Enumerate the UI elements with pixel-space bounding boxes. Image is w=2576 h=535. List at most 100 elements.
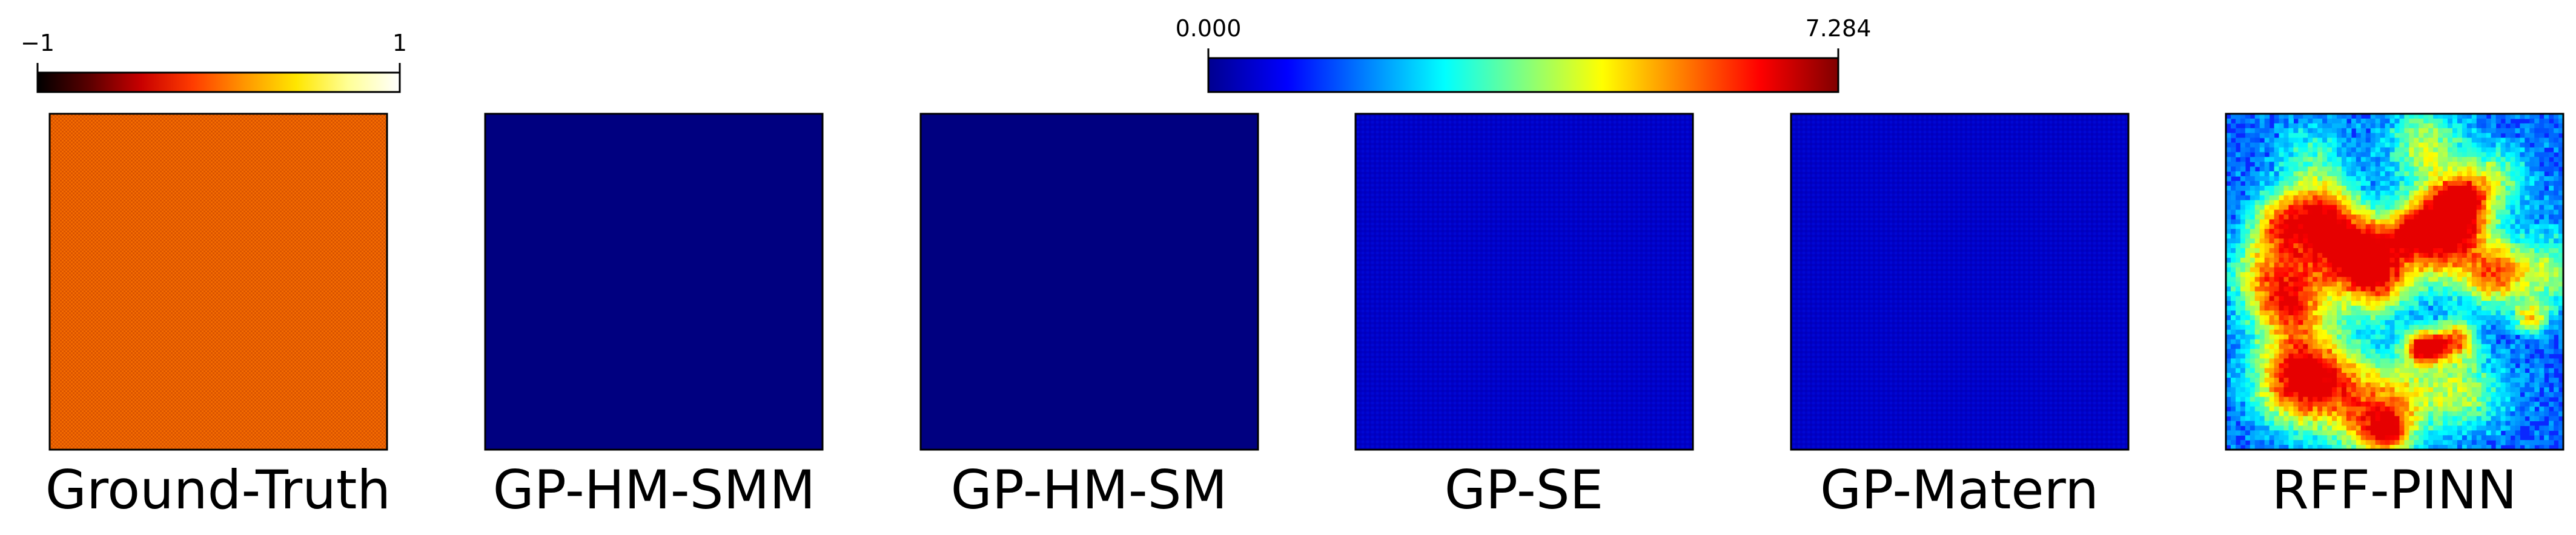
heatmap-cell	[2471, 358, 2477, 364]
heatmap-cell	[2500, 166, 2506, 172]
heatmap-cell	[2365, 430, 2371, 436]
heatmap-cell	[2375, 401, 2381, 407]
heatmap-cell	[2486, 248, 2492, 254]
heatmap-cell	[2240, 310, 2246, 316]
heatmap-cell	[2558, 435, 2564, 441]
heatmap-cell	[2443, 281, 2448, 287]
heatmap-cell	[2245, 344, 2251, 350]
heatmap-cell	[2544, 277, 2549, 283]
heatmap-cell	[2385, 195, 2391, 201]
heatmap-cell	[2414, 435, 2419, 441]
heatmap-cell	[2433, 243, 2439, 249]
heatmap-cell	[2428, 123, 2434, 129]
heatmap-cell	[2245, 133, 2251, 139]
heatmap-cell	[2288, 195, 2294, 201]
heatmap-cell	[2491, 320, 2497, 326]
heatmap-cell	[2409, 425, 2414, 431]
heatmap-cell	[2539, 378, 2545, 383]
heatmap-cell	[2254, 401, 2260, 407]
heatmap-cell	[2303, 406, 2308, 412]
heatmap-cell	[2341, 401, 2347, 407]
heatmap-cell	[2317, 152, 2323, 157]
heatmap-cell	[2254, 373, 2260, 378]
heatmap-cell	[2443, 162, 2448, 167]
heatmap-cell	[2539, 157, 2545, 162]
heatmap-cell	[2414, 128, 2419, 134]
heatmap-cell	[2495, 267, 2502, 273]
heatmap-cell	[2539, 396, 2545, 402]
heatmap-cell	[2230, 440, 2236, 445]
heatmap-cell	[2544, 349, 2549, 355]
heatmap-cell	[2235, 329, 2241, 335]
heatmap-cell	[2375, 272, 2381, 278]
heatmap-cell	[2317, 133, 2323, 139]
heatmap-cell	[2274, 152, 2280, 157]
heatmap-cell	[2554, 114, 2559, 119]
heatmap-cell	[2534, 195, 2540, 201]
heatmap-cell	[2351, 152, 2357, 157]
heatmap-cell	[2443, 416, 2448, 422]
heatmap-cell	[2351, 425, 2357, 431]
heatmap-cell	[2419, 171, 2424, 177]
heatmap-cell	[2245, 411, 2251, 417]
heatmap-cell	[2471, 162, 2477, 167]
heatmap-cell	[2235, 310, 2241, 316]
heatmap-cell	[2264, 425, 2270, 431]
heatmap-cell	[2245, 200, 2251, 206]
heatmap-cell	[2332, 324, 2337, 330]
heatmap-cell	[2254, 229, 2260, 234]
heatmap-cell	[2486, 224, 2492, 229]
heatmap-cell	[2495, 368, 2502, 373]
heatmap-cell	[2394, 162, 2400, 167]
heatmap-cell	[2245, 224, 2251, 229]
heatmap-cell	[2279, 421, 2285, 426]
heatmap-cell	[2520, 373, 2525, 378]
heatmap-cell	[2380, 363, 2386, 369]
heatmap-cell	[2327, 324, 2333, 330]
heatmap-cell	[2264, 358, 2270, 364]
heatmap-cell	[2337, 219, 2342, 225]
heatmap-cell	[2471, 224, 2477, 229]
heatmap-cell	[2452, 181, 2458, 186]
heatmap-cell	[2346, 209, 2352, 215]
heatmap-cell	[2505, 353, 2511, 359]
heatmap-cell	[2380, 406, 2386, 412]
heatmap-cell	[2423, 257, 2429, 263]
heatmap-cell	[2428, 229, 2434, 234]
heatmap-cell	[2288, 185, 2294, 191]
heatmap-cell	[2322, 209, 2328, 215]
heatmap-cell	[2245, 430, 2251, 436]
heatmap-cell	[2327, 277, 2333, 283]
heatmap-cell	[2370, 262, 2376, 268]
heatmap-cell	[2250, 133, 2256, 139]
heatmap-cell	[2558, 219, 2564, 225]
heatmap-cell	[2283, 118, 2290, 124]
heatmap-cell	[2288, 219, 2294, 225]
heatmap-cell	[2457, 272, 2463, 278]
heatmap-cell	[2481, 286, 2487, 292]
heatmap-cell	[2529, 152, 2535, 157]
heatmap-cell	[2462, 445, 2468, 450]
heatmap-cell	[2341, 353, 2347, 359]
heatmap-cell	[2317, 190, 2323, 196]
heatmap-cell	[2495, 425, 2502, 431]
heatmap-cell	[2370, 411, 2376, 417]
heatmap-cell	[2394, 392, 2400, 398]
heatmap-cell	[2510, 252, 2516, 258]
heatmap-cell	[2230, 339, 2236, 345]
heatmap-cell	[2428, 114, 2434, 119]
heatmap-cell	[2308, 286, 2313, 292]
heatmap-cell	[2399, 291, 2405, 297]
heatmap-cell	[2476, 234, 2482, 239]
heatmap-cell	[2554, 262, 2559, 268]
heatmap-cell	[2254, 195, 2260, 201]
heatmap-cell	[2288, 248, 2294, 254]
heatmap-cell	[2438, 368, 2443, 373]
heatmap-cell	[2298, 392, 2303, 398]
heatmap-cell	[2510, 243, 2516, 249]
heatmap-cell	[2414, 166, 2419, 172]
heatmap-cell	[2443, 286, 2448, 292]
heatmap-cell	[2303, 123, 2308, 129]
heatmap-cell	[2259, 315, 2265, 321]
heatmap-cell	[2279, 373, 2285, 378]
